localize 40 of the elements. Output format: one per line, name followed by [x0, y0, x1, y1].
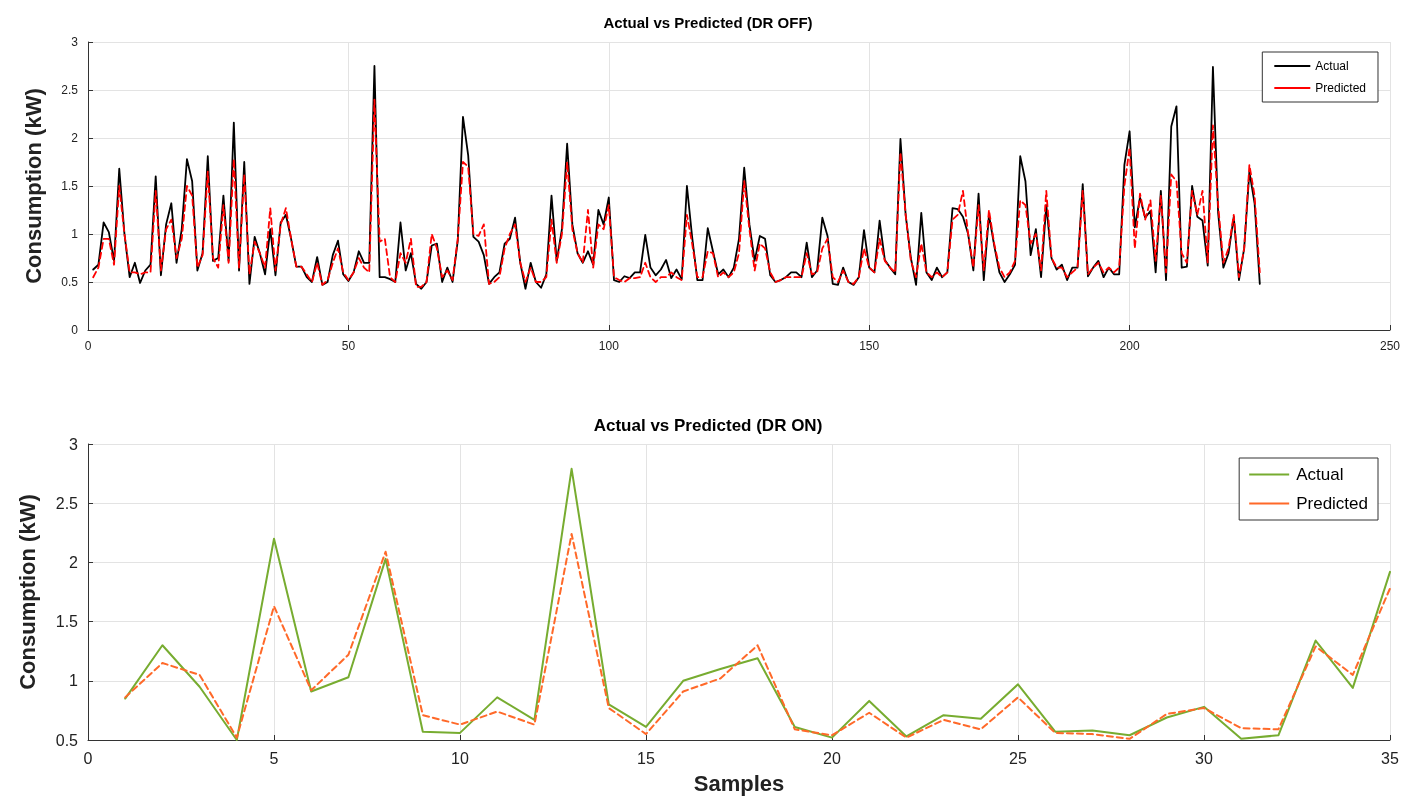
x-tick-label: 25: [1009, 749, 1027, 767]
legend-label: Actual: [1296, 465, 1344, 484]
chart-title: Actual vs Predicted (DR ON): [593, 416, 823, 435]
y-tick-label: 2: [71, 131, 79, 145]
y-tick-label: 2: [69, 553, 79, 571]
x-tick-label: 10: [451, 749, 469, 767]
x-axis-title: Samples: [693, 770, 785, 796]
x-tick-label: 200: [1119, 339, 1140, 353]
x-tick-label: 150: [859, 339, 880, 353]
x-tick-label: 100: [598, 339, 620, 353]
x-tick-label: 20: [823, 749, 841, 767]
y-tick-label: 1: [71, 227, 79, 241]
y-tick-label: 3: [71, 35, 79, 49]
line-series: [124, 532, 1391, 740]
x-tick-label: 15: [637, 749, 655, 767]
x-tick-label: 250: [1379, 339, 1401, 353]
line-series: [92, 98, 1261, 288]
legend-label: Predicted: [1296, 494, 1369, 513]
legend-label: Actual: [1315, 59, 1349, 73]
y-tick-label: 2.5: [55, 494, 79, 512]
y-tick-label: 3: [69, 435, 79, 453]
x-tick-label: 5: [269, 749, 279, 767]
line-series: [92, 65, 1261, 290]
y-tick-label: 0.5: [61, 275, 79, 289]
y-tick-label: 1.5: [61, 179, 79, 193]
x-tick-label: 35: [1381, 749, 1399, 767]
x-tick-label: 0: [84, 339, 92, 353]
y-tick-label: 1: [69, 672, 79, 690]
legend-label: Predicted: [1315, 81, 1367, 95]
y-tick-label: 1.5: [55, 613, 79, 631]
y-tick-label: 0.5: [55, 731, 79, 749]
line-series: [124, 467, 1391, 741]
chart-title: Actual vs Predicted (DR OFF): [603, 14, 813, 31]
y-axis-title: Consumption (kW): [20, 88, 46, 284]
y-tick-label: 2.5: [61, 83, 79, 97]
x-tick-label: 0: [83, 749, 93, 767]
x-tick-label: 50: [341, 339, 356, 353]
y-tick-label: 0: [71, 323, 79, 337]
x-tick-label: 30: [1195, 749, 1213, 767]
y-axis-title: Consumption (kW): [14, 494, 40, 690]
